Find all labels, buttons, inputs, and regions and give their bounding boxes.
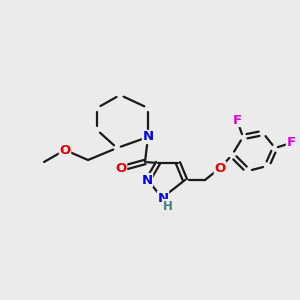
- Text: O: O: [116, 161, 127, 175]
- Text: O: O: [59, 143, 70, 157]
- Text: O: O: [214, 161, 226, 175]
- Text: N: N: [141, 173, 153, 187]
- Text: H: H: [163, 200, 173, 212]
- Text: N: N: [142, 130, 154, 143]
- Text: F: F: [232, 113, 242, 127]
- Text: N: N: [158, 191, 169, 205]
- Text: F: F: [286, 136, 296, 149]
